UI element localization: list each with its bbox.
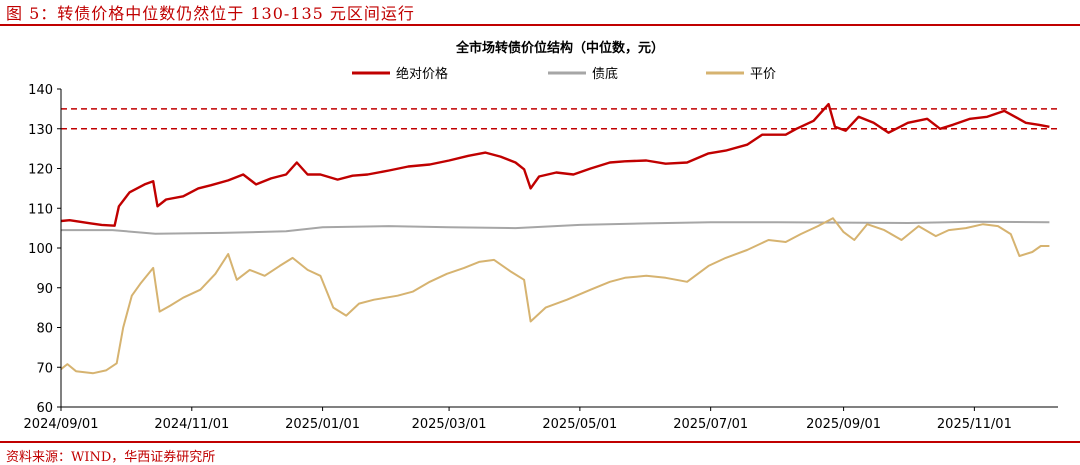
y-tick-label: 100: [28, 242, 53, 257]
x-tick-label: 2025/09/01: [806, 417, 881, 432]
y-tick-label: 90: [36, 282, 53, 297]
y-tick-label: 60: [36, 401, 53, 416]
y-tick-label: 120: [28, 163, 53, 178]
legend-label-1: 绝对价格: [396, 66, 448, 82]
legend-label-3: 平价: [750, 67, 776, 82]
x-tick-label: 2025/07/01: [673, 417, 748, 432]
x-tick-label: 2024/09/01: [24, 417, 99, 432]
bottom-divider: [0, 441, 1080, 443]
x-tick-label: 2025/11/01: [937, 417, 1012, 432]
reference-lines: [61, 108, 1058, 130]
x-tick-label: 2025/05/01: [542, 417, 617, 432]
legend-label-2: 债底: [592, 66, 618, 82]
x-tick-label: 2025/03/01: [412, 417, 487, 432]
series-line-3: [60, 217, 1050, 375]
x-tick-label: 2025/01/01: [285, 417, 360, 432]
y-tick-label: 140: [28, 83, 53, 98]
top-divider: [0, 24, 1080, 26]
y-tick-label: 80: [36, 322, 53, 337]
series-group: [60, 102, 1050, 375]
y-tick-label: 70: [36, 361, 53, 376]
y-tick-label: 130: [28, 123, 53, 138]
figure-title: 图 5：转债价格中位数仍然位于 130-135 元区间运行: [6, 4, 415, 23]
y-tick-label: 110: [28, 202, 53, 217]
chart-title: 全市场转债价位结构（中位数，元）: [455, 40, 664, 56]
x-tick-label: 2024/11/01: [154, 417, 229, 432]
axes: 60 70 80 90 100 110 120 130 140 2024/09/01 2024/11…: [24, 83, 1058, 432]
legend: 绝对价格 债底 平价: [352, 66, 776, 82]
series-line-1: [60, 102, 1050, 227]
series-line-2: [61, 220, 1050, 235]
source-note: 资料来源：WIND，华西证券研究所: [6, 450, 216, 465]
